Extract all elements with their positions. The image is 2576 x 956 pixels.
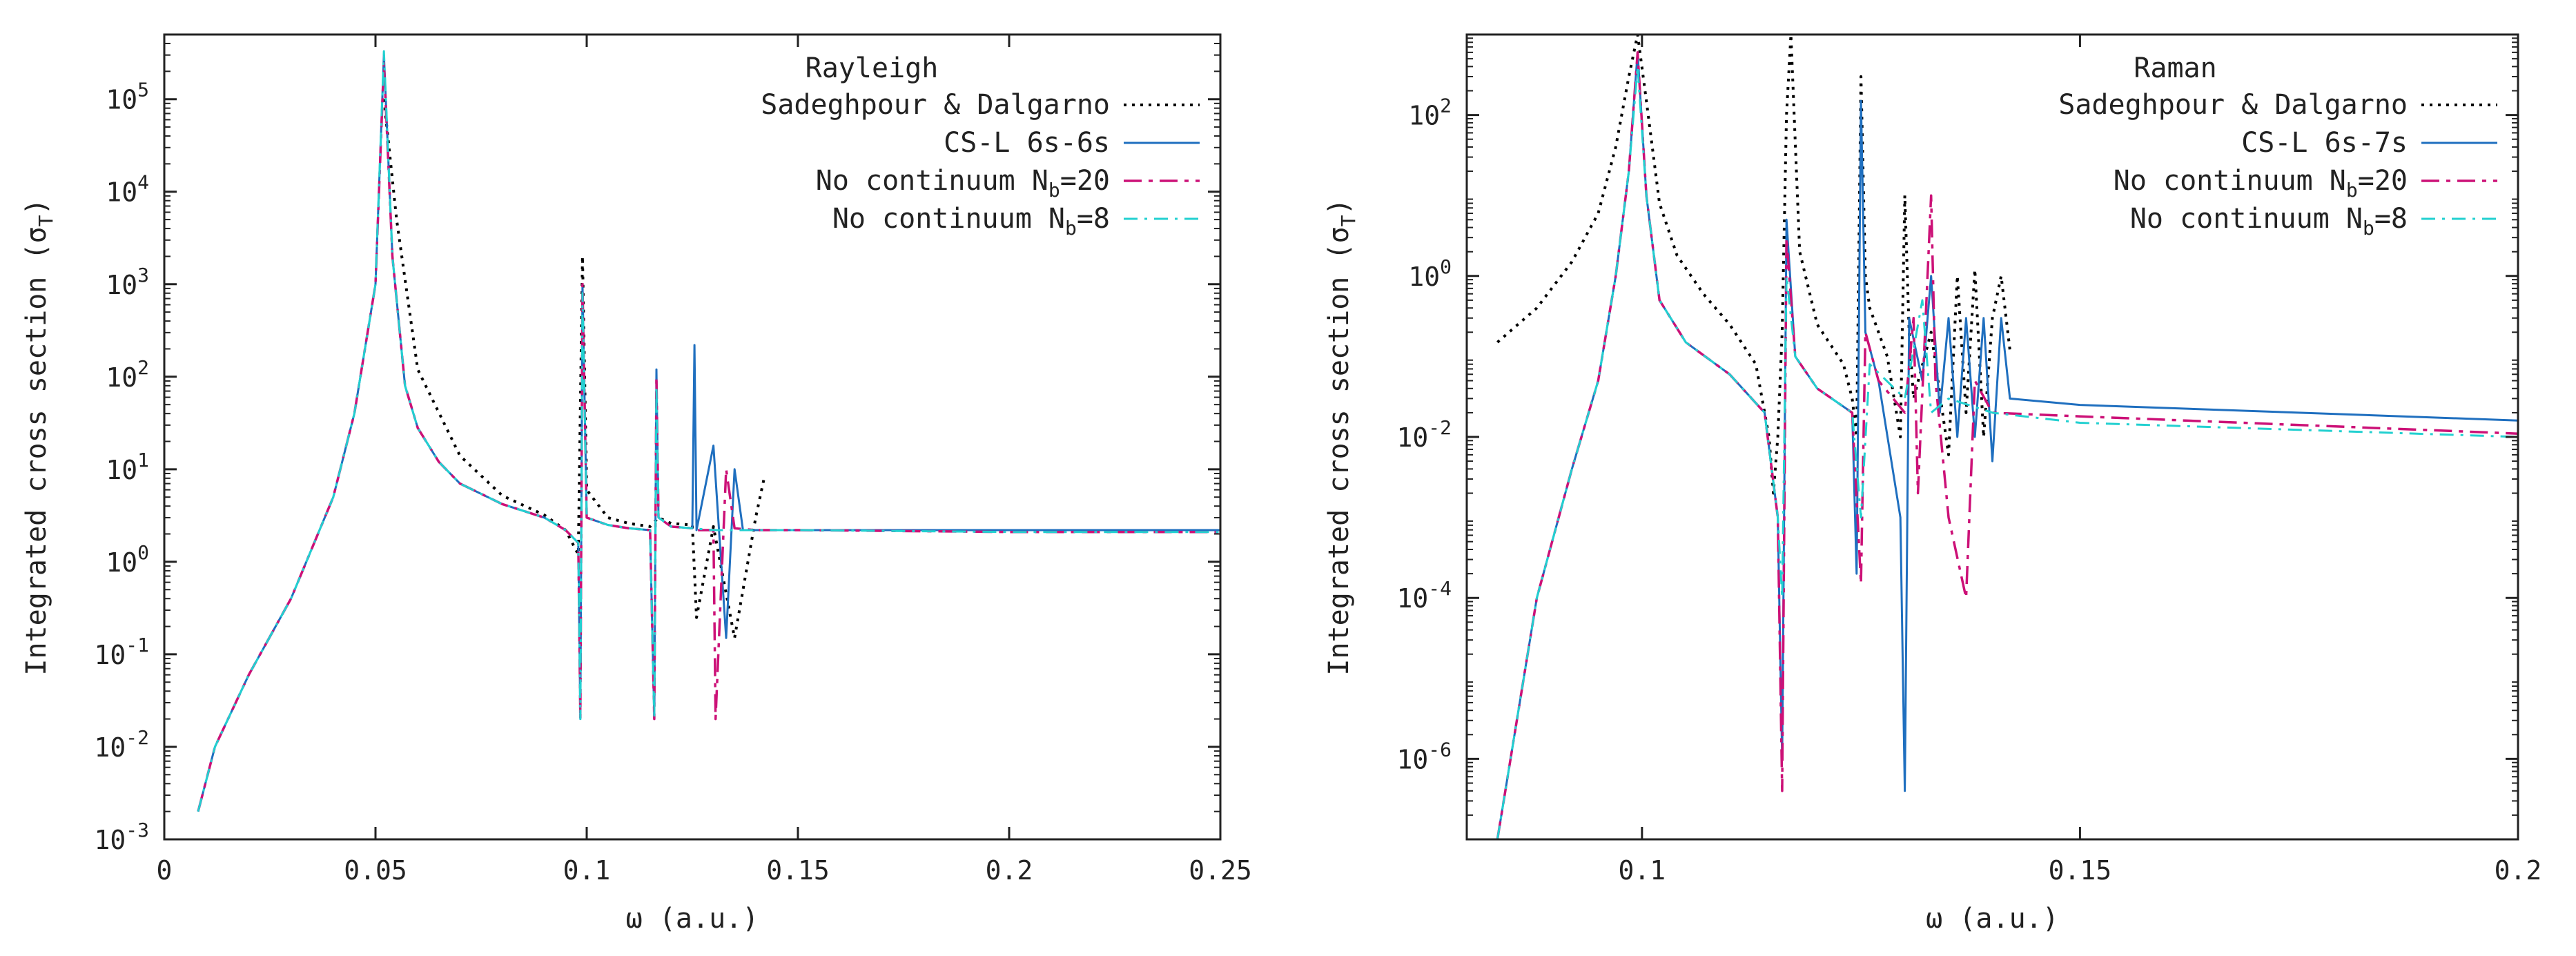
y-tick-label: 102 [1408, 95, 1452, 131]
y-tick-label: 10-4 [1397, 577, 1452, 614]
y-tick-label: 10-6 [1397, 738, 1452, 774]
y-tick-label: 105 [106, 79, 149, 115]
legend-label: No continuum Nb=8 [832, 203, 1110, 240]
x-tick-label: 0.15 [766, 855, 830, 886]
x-tick-label: 0.1 [563, 855, 611, 886]
series-line-3 [197, 50, 1220, 812]
legend-label: No continuum Nb=20 [816, 165, 1110, 202]
y-tick-label: 104 [106, 171, 149, 208]
raman-panel: 0.1 0.15 0.2 10-6 10-4 10-2 100 102 ω (a.u.) Inte… [1323, 33, 2542, 935]
x-tick-label: 0.05 [344, 855, 407, 886]
y-tick-label: 10-1 [95, 634, 149, 670]
x-tick-label: 0.1 [1619, 855, 1666, 886]
legend-label: CS-L 6s-7s [2241, 127, 2408, 159]
y-axis-title: Integrated cross section (σT) [1323, 198, 1360, 675]
x-tick-label: 0.2 [986, 855, 1033, 886]
legend-label: Sadeghpour & Dalgarno [2058, 89, 2408, 121]
y-tick-label: 100 [1408, 255, 1452, 292]
legend-label: Sadeghpour & Dalgarno [761, 89, 1110, 121]
y-tick-label: 102 [106, 356, 149, 393]
rayleigh-panel: 0 0.05 0.1 0.15 0.2 0.25 10-3 10-2 10-1 100 101 102… [21, 33, 1252, 935]
x-tick-label: 0 [157, 855, 173, 886]
x-tick-label: 0.2 [2495, 855, 2542, 886]
legend-label: CS-L 6s-6s [944, 127, 1110, 159]
series-line-0 [382, 99, 765, 640]
y-axis-title: Integrated cross section (σT) [21, 198, 57, 675]
series-line-3 [1496, 65, 2518, 839]
x-tick-label: 0.25 [1189, 855, 1252, 886]
x-axis-title: ω (a.u.) [626, 903, 759, 935]
y-tick-label: 10-2 [1397, 416, 1452, 453]
x-tick-label: 0.15 [2049, 855, 2112, 886]
y-tick-label: 10-3 [95, 819, 149, 855]
legend-title: Rayleigh [806, 52, 939, 84]
y-tick-label: 103 [106, 264, 149, 300]
series-line-2 [197, 61, 1220, 812]
legend-label: No continuum Nb=8 [2130, 203, 2408, 240]
series-line-0 [1496, 35, 2011, 495]
x-axis-title: ω (a.u.) [1926, 903, 2059, 935]
legend-label: No continuum Nb=20 [2114, 165, 2408, 202]
y-tick-label: 100 [106, 541, 149, 578]
y-tick-label: 10-2 [95, 726, 149, 763]
plot-frame [163, 33, 1222, 841]
legend-title: Raman [2134, 52, 2216, 84]
y-tick-label: 101 [106, 449, 149, 485]
series-line-2 [1496, 51, 2518, 839]
